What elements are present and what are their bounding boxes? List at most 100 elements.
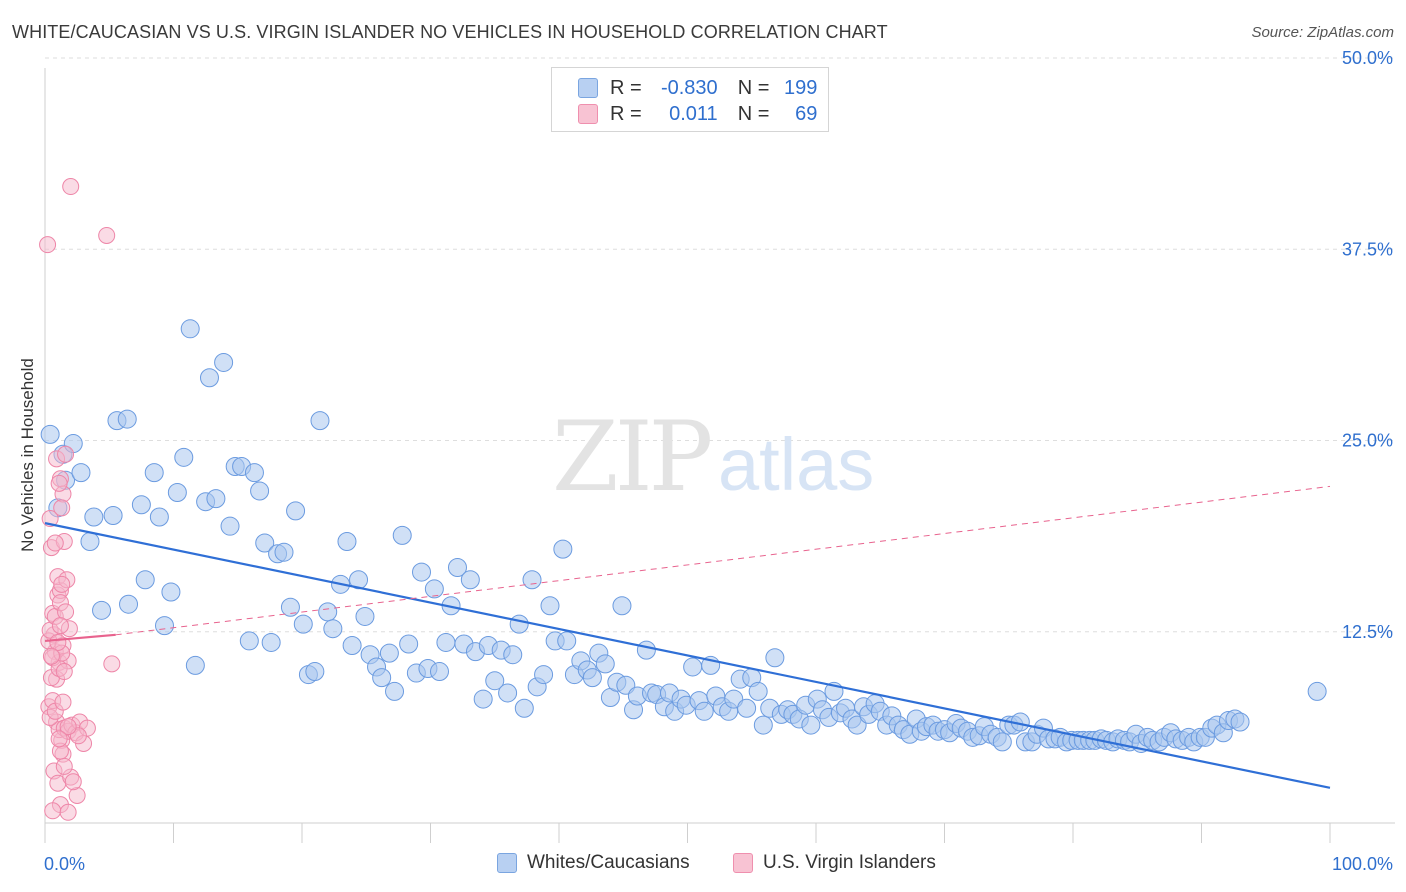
- legend-n-value: 69: [795, 102, 818, 125]
- white-caucasian-point: [498, 683, 518, 703]
- white-caucasian-point: [399, 634, 419, 654]
- virgin-islander-point: [103, 655, 121, 673]
- white-caucasian-point: [286, 501, 306, 521]
- y-tick-label: 50.0%: [1342, 48, 1393, 68]
- white-caucasian-point: [40, 424, 60, 444]
- white-caucasian-point: [92, 600, 112, 620]
- virgin-islander-point: [55, 663, 73, 681]
- white-caucasian-point: [392, 525, 412, 545]
- white-caucasian-point: [206, 489, 226, 509]
- legend-n-label: N =: [737, 76, 770, 99]
- trend-layer: [44, 485, 1331, 789]
- legend-r-value: -0.830: [660, 76, 718, 99]
- y-tick-label: 37.5%: [1342, 239, 1393, 259]
- white-caucasian-point: [514, 698, 534, 718]
- legend-swatch-pink: [578, 104, 598, 124]
- white-caucasian-point: [540, 596, 560, 616]
- white-caucasian-point: [161, 582, 181, 602]
- label-layer: 12.5% 25.0% 37.5% 50.0% 0.0% 100.0%: [44, 48, 1393, 874]
- virgin-islander-point: [59, 718, 77, 736]
- white-caucasian-point: [185, 655, 205, 675]
- virgin-islander-point: [46, 534, 64, 552]
- white-caucasian-point: [765, 648, 785, 668]
- virgin-islander-point: [44, 802, 62, 820]
- y-tick-label: 12.5%: [1342, 622, 1393, 642]
- white-caucasian-point: [135, 570, 155, 590]
- white-caucasian-point: [412, 562, 432, 582]
- virgin-islander-point: [64, 773, 82, 791]
- grid-layer: [45, 57, 1395, 633]
- legend-row-virgin-islanders: R = 0.011 N = 69: [578, 102, 817, 126]
- white-caucasian-point: [239, 631, 259, 651]
- white-caucasian-point: [261, 632, 281, 652]
- virgin-islander-point: [50, 730, 68, 748]
- white-caucasian-point: [1230, 712, 1250, 732]
- white-caucasian-point: [612, 596, 632, 616]
- y-axis-label: No Vehicles in Household: [18, 358, 37, 552]
- white-caucasian-point: [379, 643, 399, 663]
- white-caucasian-point: [503, 645, 523, 665]
- virgin-islander-point: [50, 474, 68, 492]
- white-caucasian-point: [117, 409, 137, 429]
- legend-item-virgin-islanders: U.S. Virgin Islanders: [733, 852, 936, 874]
- y-tick-label: 25.0%: [1342, 431, 1393, 451]
- white-caucasian-point: [244, 463, 264, 483]
- white-caucasian-point: [280, 597, 300, 617]
- virgin-islander-point: [55, 757, 73, 775]
- virgin-islanders-trend-solid: [44, 633, 116, 643]
- series-legend: Whites/Caucasians U.S. Virgin Islanders: [0, 852, 1406, 878]
- virgin-islander-point: [62, 178, 80, 196]
- white-caucasian-point: [636, 640, 656, 660]
- white-caucasian-point: [801, 715, 821, 735]
- white-caucasian-point: [174, 447, 194, 467]
- legend-r-label: R =: [610, 102, 642, 125]
- white-caucasian-point: [1307, 681, 1327, 701]
- white-caucasian-point: [293, 614, 313, 634]
- white-caucasian-point: [167, 483, 187, 503]
- white-caucasian-point: [220, 516, 240, 536]
- white-caucasian-point: [694, 701, 714, 721]
- virgin-islander-point: [53, 575, 71, 593]
- white-caucasian-point: [149, 507, 169, 527]
- white-caucasian-point: [305, 662, 325, 682]
- x-tick-label: 0.0%: [44, 854, 85, 874]
- white-caucasian-point: [119, 594, 139, 614]
- legend-swatch-blue: [497, 853, 517, 873]
- stats-legend: R = -0.830 N = 199 R = 0.011 N = 69: [551, 67, 829, 132]
- legend-swatch-blue: [578, 78, 598, 98]
- white-caucasian-point: [155, 616, 175, 636]
- white-caucasian-point: [595, 654, 615, 674]
- virgin-islander-point: [98, 226, 116, 244]
- virgin-islander-point: [42, 647, 60, 665]
- white-caucasian-point: [255, 533, 275, 553]
- watermark-atlas: atlas: [718, 423, 874, 506]
- white-caucasian-point: [71, 463, 91, 483]
- white-caucasian-point: [131, 495, 151, 515]
- white-caucasian-point: [80, 531, 100, 551]
- white-caucasian-point: [460, 570, 480, 590]
- watermark-zip: ZIP: [552, 401, 711, 513]
- white-caucasian-point: [274, 542, 294, 562]
- virgin-islander-point: [39, 236, 57, 254]
- white-caucasian-point: [553, 539, 573, 559]
- legend-r-value: 0.011: [669, 102, 718, 125]
- legend-r-label: R =: [610, 76, 642, 99]
- white-caucasian-point: [436, 632, 456, 652]
- white-caucasian-point: [748, 681, 768, 701]
- white-caucasian-point: [180, 319, 200, 339]
- white-caucasian-point: [582, 668, 602, 688]
- virgin-islander-point: [54, 693, 72, 711]
- legend-swatch-pink: [733, 853, 753, 873]
- white-caucasian-point: [199, 368, 219, 388]
- virgin-islander-point: [51, 617, 69, 635]
- virgin-islander-point: [57, 445, 75, 463]
- legend-label-whites: Whites/Caucasians: [527, 852, 690, 873]
- watermark: ZIP atlas: [552, 401, 874, 513]
- white-caucasian-point: [429, 662, 449, 682]
- white-caucasian-point: [485, 671, 505, 691]
- source-label: Source: ZipAtlas.com: [1251, 24, 1394, 41]
- points-layer: [39, 178, 1327, 821]
- white-caucasian-point: [992, 732, 1012, 752]
- white-caucasian-point: [318, 602, 338, 622]
- white-caucasian-point: [753, 715, 773, 735]
